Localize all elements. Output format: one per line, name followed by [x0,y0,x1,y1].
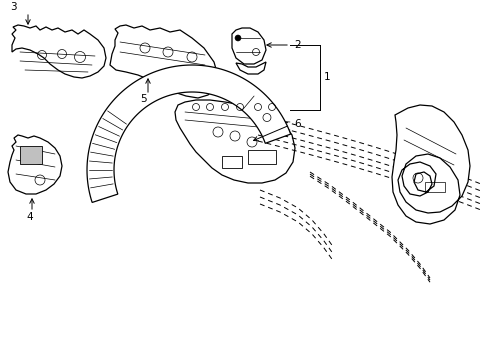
Polygon shape [12,25,106,78]
Text: 5: 5 [140,94,147,104]
Text: 4: 4 [26,212,33,222]
Polygon shape [8,135,62,194]
Polygon shape [175,100,295,183]
Bar [248,150,276,164]
Text: 3: 3 [10,2,17,12]
Bar [222,156,242,168]
Text: 2: 2 [294,40,301,50]
Bar [425,182,445,192]
Text: 1: 1 [324,72,331,82]
Circle shape [235,35,241,41]
Polygon shape [110,25,218,98]
Bar [20,146,42,164]
Polygon shape [87,65,291,202]
Text: 6: 6 [294,119,301,129]
Polygon shape [392,105,470,224]
Polygon shape [236,62,266,74]
Polygon shape [232,28,266,64]
